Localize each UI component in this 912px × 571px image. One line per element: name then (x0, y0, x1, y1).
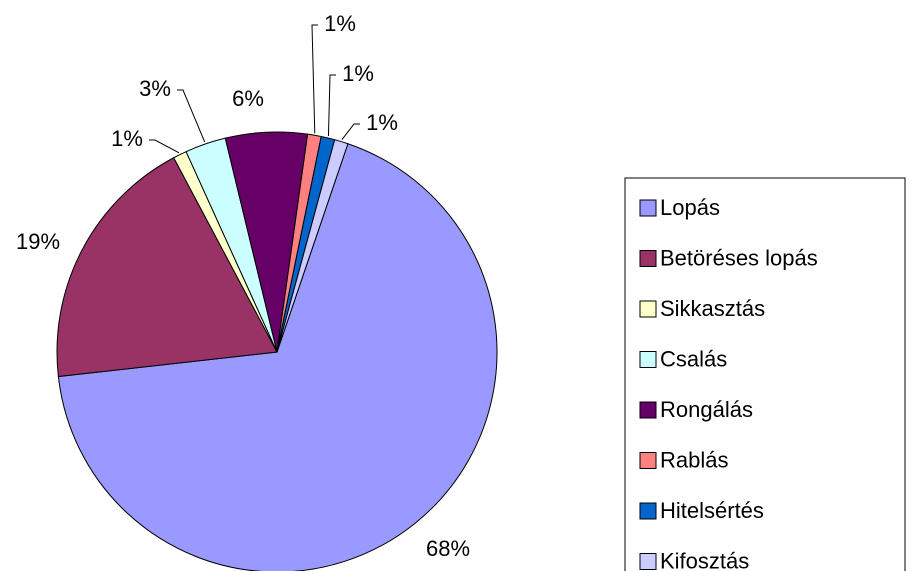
legend-swatch (639, 351, 657, 368)
data-label: 1% (366, 110, 398, 135)
pie-slice (57, 143, 498, 571)
pie-slice (276, 139, 349, 353)
data-label: 19% (16, 229, 60, 254)
data-label: 3% (139, 76, 171, 101)
leader-line (327, 74, 336, 137)
data-label: 1% (342, 61, 374, 86)
leader-line (341, 123, 360, 141)
legend-swatch (639, 199, 657, 217)
leader-line (177, 89, 206, 143)
legend-label: Betöréses lopás (660, 245, 818, 270)
legend-label: Sikkasztás (660, 296, 765, 321)
leader-line (149, 139, 180, 154)
pie-slice (56, 157, 278, 378)
legend-swatch (639, 553, 657, 570)
legend-swatch (639, 502, 657, 520)
legend-label: Rablás (660, 447, 728, 472)
legend-label: Kifosztás (660, 548, 749, 571)
data-label: 6% (232, 86, 264, 111)
legend-label: Rongálás (660, 397, 753, 422)
legend-label: Csalás (660, 346, 727, 371)
leader-line (311, 24, 318, 134)
data-label: 68% (426, 536, 470, 561)
legend-swatch (639, 250, 657, 267)
legend-label: Lopás (660, 195, 720, 220)
data-label: 1% (324, 11, 356, 36)
data-label: 1% (111, 126, 143, 151)
legend-box (624, 177, 906, 571)
legend-swatch (639, 300, 657, 318)
legend-label: Hitelsértés (660, 498, 764, 523)
legend-swatch (639, 452, 657, 469)
legend-swatch (639, 401, 657, 419)
